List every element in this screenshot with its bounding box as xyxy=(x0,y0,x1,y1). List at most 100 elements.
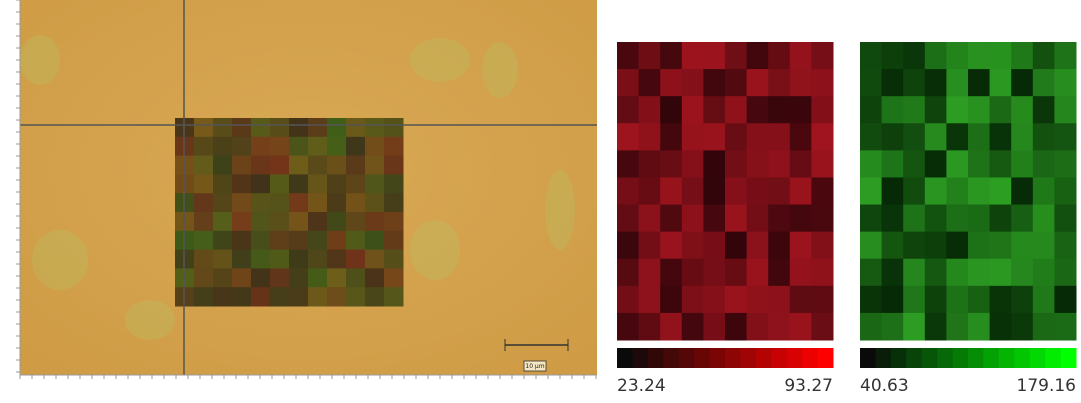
heatmap-cell xyxy=(1011,69,1033,97)
overlay-cell xyxy=(289,268,309,287)
heatmap-cell xyxy=(768,313,790,341)
overlay-cell xyxy=(232,174,252,193)
overlay-cell xyxy=(327,231,347,250)
heatmap-cell xyxy=(1011,177,1033,205)
overlay-cell xyxy=(327,118,347,137)
heatmap-cell xyxy=(968,313,990,341)
heatmap-cell xyxy=(811,286,833,314)
heatmap-cell xyxy=(617,96,639,124)
heatmap-cell xyxy=(925,177,947,205)
heatmap-cell xyxy=(811,96,833,124)
heatmap-cell xyxy=(660,259,682,287)
overlay-cell xyxy=(270,118,290,137)
heatmap-cell xyxy=(768,232,790,260)
heatmap-cell xyxy=(747,96,769,124)
heatmap-cell xyxy=(790,69,812,97)
heatmap-cell xyxy=(703,286,725,314)
heatmap-cell xyxy=(747,69,769,97)
overlay-cell xyxy=(232,118,252,137)
heatmap-cell xyxy=(725,259,747,287)
overlay-cell xyxy=(213,231,233,250)
overlay-cell xyxy=(251,287,271,306)
heatmap-cell xyxy=(660,286,682,314)
overlay-cell xyxy=(346,174,366,193)
heatmap-cell xyxy=(790,42,812,70)
heatmap-cell xyxy=(968,177,990,205)
heatmap-cell xyxy=(660,205,682,233)
colorbar-step xyxy=(632,348,648,368)
colorbar-step xyxy=(694,348,710,368)
overlay-cell xyxy=(194,193,214,212)
heatmap-cell xyxy=(860,259,882,287)
overlay-cell xyxy=(327,193,347,212)
overlay-cell xyxy=(365,174,385,193)
heatmap-cell xyxy=(925,96,947,124)
heatmap-cell xyxy=(790,150,812,178)
heatmap-cell xyxy=(617,286,639,314)
heatmap-cell xyxy=(768,286,790,314)
overlay-cell xyxy=(384,268,404,287)
heatmap-cell xyxy=(903,96,925,124)
heatmap-cell xyxy=(682,205,704,233)
heatmap-cell xyxy=(790,232,812,260)
overlay-cell xyxy=(289,212,309,231)
heatmap-cell xyxy=(703,69,725,97)
overlay-cell xyxy=(251,268,271,287)
colorbar-step xyxy=(953,348,969,368)
heatmap-cell xyxy=(1033,150,1055,178)
colorbar-min: 23.24 xyxy=(617,376,666,396)
colorbar-step xyxy=(1014,348,1030,368)
colorbar-step xyxy=(663,348,679,368)
overlay-cell xyxy=(251,250,271,269)
heatmap-cell xyxy=(790,259,812,287)
overlay-cell xyxy=(251,174,271,193)
overlay-cell xyxy=(308,287,328,306)
heatmap-cell xyxy=(682,69,704,97)
heatmap-cell xyxy=(968,286,990,314)
heatmap-cell xyxy=(790,177,812,205)
overlay-cell xyxy=(194,231,214,250)
heatmap-cell xyxy=(860,177,882,205)
heatmap-cell xyxy=(725,205,747,233)
heatmap-cell xyxy=(1033,286,1055,314)
overlay-cell xyxy=(232,231,252,250)
overlay-cell xyxy=(384,231,404,250)
heatmap-cell xyxy=(1011,96,1033,124)
colorbar-max: 179.16 xyxy=(1017,376,1076,396)
heatmap-cell xyxy=(811,177,833,205)
overlay-cell xyxy=(384,156,404,175)
heatmap-cell xyxy=(946,232,968,260)
heatmap-cell xyxy=(903,205,925,233)
heatmap-cell xyxy=(903,286,925,314)
colorbar-step xyxy=(756,348,772,368)
overlay-cell xyxy=(327,212,347,231)
heatmap-cell xyxy=(1054,150,1076,178)
overlay-cell xyxy=(289,118,309,137)
overlay-cell xyxy=(365,212,385,231)
overlay-cell xyxy=(232,156,252,175)
colorbar-step xyxy=(679,348,695,368)
heatmap-cell xyxy=(990,177,1012,205)
heatmap-cell xyxy=(925,42,947,70)
heatmap-cell xyxy=(1011,313,1033,341)
heatmap-cell xyxy=(925,313,947,341)
colorbar-step xyxy=(725,348,741,368)
heatmap-cell xyxy=(925,259,947,287)
heatmap-cell xyxy=(725,150,747,178)
overlay-cell xyxy=(308,156,328,175)
heatmap-cell xyxy=(990,69,1012,97)
overlay-cell xyxy=(327,174,347,193)
heatmap-cell xyxy=(747,313,769,341)
heatmap-cell xyxy=(1054,69,1076,97)
heatmap-cell xyxy=(925,286,947,314)
heatmap-cell xyxy=(682,313,704,341)
overlay-cell xyxy=(384,250,404,269)
heatmap-cell xyxy=(860,313,882,341)
heatmap-cell xyxy=(703,42,725,70)
heatmap-cell xyxy=(747,123,769,151)
overlay-cell xyxy=(213,174,233,193)
heatmap-cell xyxy=(639,177,661,205)
heatmap-cell xyxy=(1054,232,1076,260)
heatmap-cell xyxy=(725,42,747,70)
heatmap-cell xyxy=(882,232,904,260)
